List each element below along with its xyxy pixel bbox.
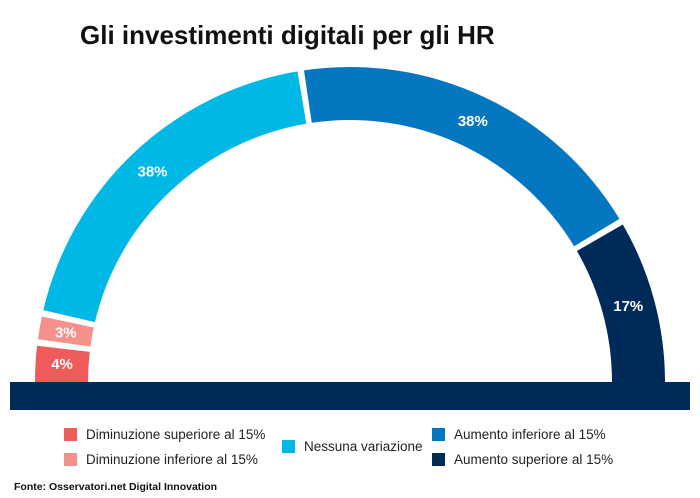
slice-1 — [35, 345, 90, 382]
legend-item-aumento-inferiore: Aumento inferiore al 15% — [432, 427, 606, 442]
chart-title: Gli investimenti digitali per gli HR — [80, 20, 495, 50]
legend-swatch — [64, 428, 77, 441]
slices-group — [35, 66, 665, 382]
slice-label: 38% — [458, 113, 488, 130]
legend-item-diminuzione-superiore: Diminuzione superiore al 15% — [64, 427, 265, 442]
labels-group: 4% 3% 38% 38% 17% — [51, 113, 643, 373]
legend-item-aumento-superiore: Aumento superiore al 15% — [432, 452, 613, 467]
slice-4 — [303, 66, 620, 247]
legend-label: Aumento inferiore al 15% — [454, 427, 606, 442]
chart-base-bar — [10, 382, 690, 410]
legend-label: Nessuna variazione — [304, 439, 423, 454]
legend-swatch — [432, 453, 445, 466]
slice-3 — [43, 71, 307, 323]
legend-label: Diminuzione inferiore al 15% — [86, 452, 258, 467]
legend-swatch — [64, 453, 77, 466]
legend-label: Aumento superiore al 15% — [454, 452, 614, 467]
legend-item-diminuzione-inferiore: Diminuzione inferiore al 15% — [64, 452, 258, 467]
legend-label: Diminuzione superiore al 15% — [86, 427, 266, 442]
slice-label: 3% — [55, 324, 77, 341]
legend-swatch — [282, 440, 295, 453]
slice-5 — [576, 224, 665, 382]
legend-item-nessuna-variazione: Nessuna variazione — [282, 439, 423, 454]
semicircle-chart: 4% 3% 38% 38% 17% — [10, 66, 690, 410]
slice-label: 17% — [613, 298, 643, 315]
legend-swatch — [432, 428, 445, 441]
slice-label: 4% — [51, 356, 73, 373]
slice-label: 38% — [137, 164, 167, 181]
slice-2 — [37, 316, 94, 347]
source-note: Fonte: Osservatori.net Digital Innovatio… — [14, 481, 218, 493]
